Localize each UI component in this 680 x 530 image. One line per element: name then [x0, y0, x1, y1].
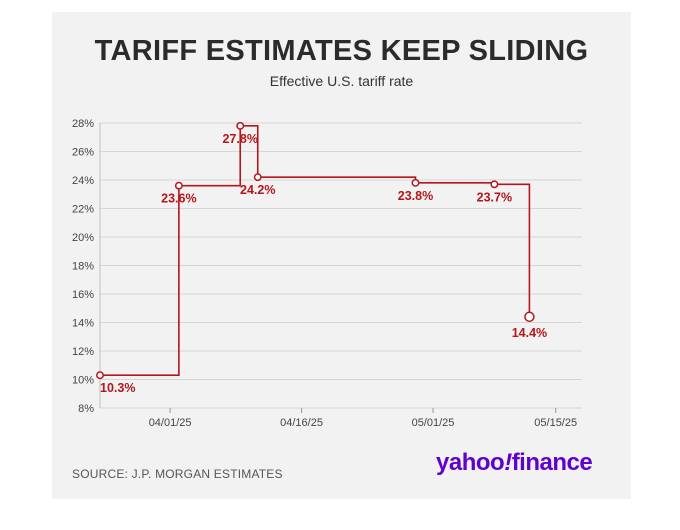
x-tick-label: 04/16/25: [280, 417, 323, 429]
step-line: [100, 125, 531, 377]
y-axis: 8% 10% 12% 14% 16% 18% 20% 22% 24% 26% 28%: [72, 118, 94, 415]
y-tick-label: 22%: [72, 204, 94, 216]
data-label: 24.2%: [240, 183, 275, 197]
yahoo-finance-logo: yahoo!finance: [436, 449, 593, 477]
x-tick-label: 05/01/25: [412, 417, 455, 429]
data-label: 23.8%: [398, 189, 433, 203]
grid-lines: [99, 122, 582, 409]
y-tick-label: 20%: [72, 232, 94, 244]
y-tick-label: 18%: [72, 261, 94, 273]
y-tick-label: 8%: [78, 403, 94, 415]
y-tick-label: 28%: [72, 118, 94, 130]
chart-title: TARIFF ESTIMATES KEEP SLIDING: [94, 35, 589, 67]
y-tick-label: 10%: [72, 375, 94, 387]
y-tick-label: 26%: [72, 147, 94, 159]
x-axis: 04/01/25 04/16/25 05/01/25 05/15/25: [149, 408, 577, 429]
data-point: [411, 178, 420, 187]
data-point: [96, 371, 104, 380]
data-point: [174, 181, 183, 190]
y-tick-label: 24%: [72, 175, 94, 187]
logo-bang: !: [504, 449, 512, 476]
data-point: [236, 121, 245, 130]
logo-part-2: finance: [511, 449, 593, 476]
x-tick-label: 04/01/25: [149, 417, 192, 429]
data-labels: 10.3% 23.6% 27.8% 24.2% 23.8% 23.7% 14.4%: [100, 132, 547, 395]
data-label: 27.8%: [222, 132, 257, 146]
chart-subtitle: Effective U.S. tariff rate: [269, 73, 414, 89]
series-line: [100, 125, 531, 377]
chart-card: TARIFF ESTIMATES KEEP SLIDING Effective …: [52, 12, 631, 499]
data-label: 23.7%: [477, 190, 512, 204]
y-tick-label: 16%: [72, 289, 94, 301]
data-label: 14.4%: [512, 326, 547, 340]
logo-part-1: yahoo: [436, 449, 505, 476]
data-points: [96, 121, 535, 380]
source-note: SOURCE: J.P. MORGAN ESTIMATES: [72, 467, 283, 481]
data-point: [524, 311, 535, 323]
data-label: 10.3%: [100, 381, 135, 395]
chart-svg: 8% 10% 12% 14% 16% 18% 20% 22% 24% 26% 28% 04/01/2…: [72, 118, 582, 429]
y-tick-label: 12%: [72, 346, 94, 358]
data-point: [253, 173, 262, 182]
data-point: [490, 180, 499, 189]
y-tick-label: 14%: [72, 318, 94, 330]
data-label: 23.6%: [161, 192, 196, 206]
x-tick-label: 05/15/25: [534, 417, 577, 429]
